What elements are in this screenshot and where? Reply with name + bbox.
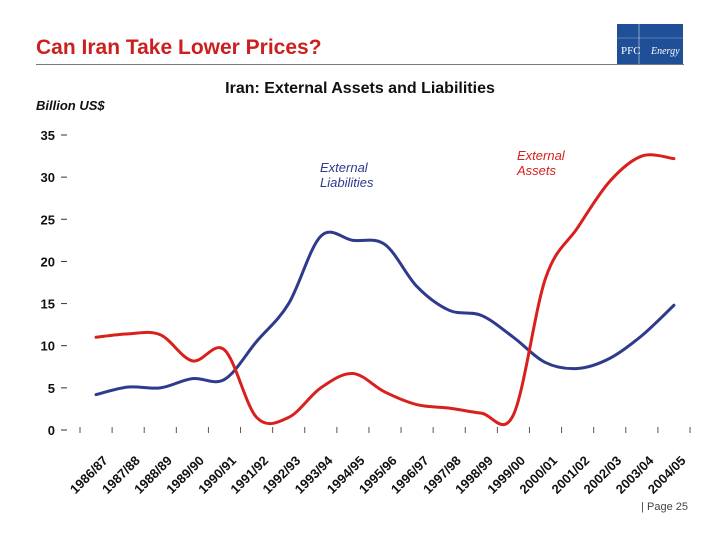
external-liabilities-annotation: Liabilities bbox=[320, 175, 374, 190]
y-tick-label: 15 bbox=[41, 297, 55, 312]
y-tick-label: 10 bbox=[41, 339, 55, 354]
external-assets-annotation: Assets bbox=[516, 163, 557, 178]
external-assets-line bbox=[94, 153, 676, 426]
external-liabilities-line bbox=[94, 230, 676, 397]
page-number: | Page 25 bbox=[641, 501, 688, 513]
slide-title: Can Iran Take Lower Prices? bbox=[36, 36, 322, 59]
y-tick-label: 35 bbox=[41, 128, 55, 143]
external-assets-annotation: External bbox=[517, 148, 566, 163]
y-tick-label: 5 bbox=[48, 381, 55, 396]
y-axis-unit-label: Billion US$ bbox=[36, 98, 105, 113]
y-tick-label: 0 bbox=[48, 423, 55, 438]
external-liabilities-annotation: External bbox=[320, 160, 369, 175]
y-tick-label: 30 bbox=[41, 170, 55, 185]
y-tick-label: 20 bbox=[41, 254, 55, 269]
svg-text:PFC: PFC bbox=[621, 45, 641, 57]
svg-text:Energy: Energy bbox=[650, 46, 680, 57]
y-tick-label: 25 bbox=[41, 212, 55, 227]
chart-title: Iran: External Assets and Liabilities bbox=[225, 80, 495, 97]
title-divider bbox=[36, 64, 684, 65]
company-logo: PFC Energy bbox=[617, 24, 683, 64]
